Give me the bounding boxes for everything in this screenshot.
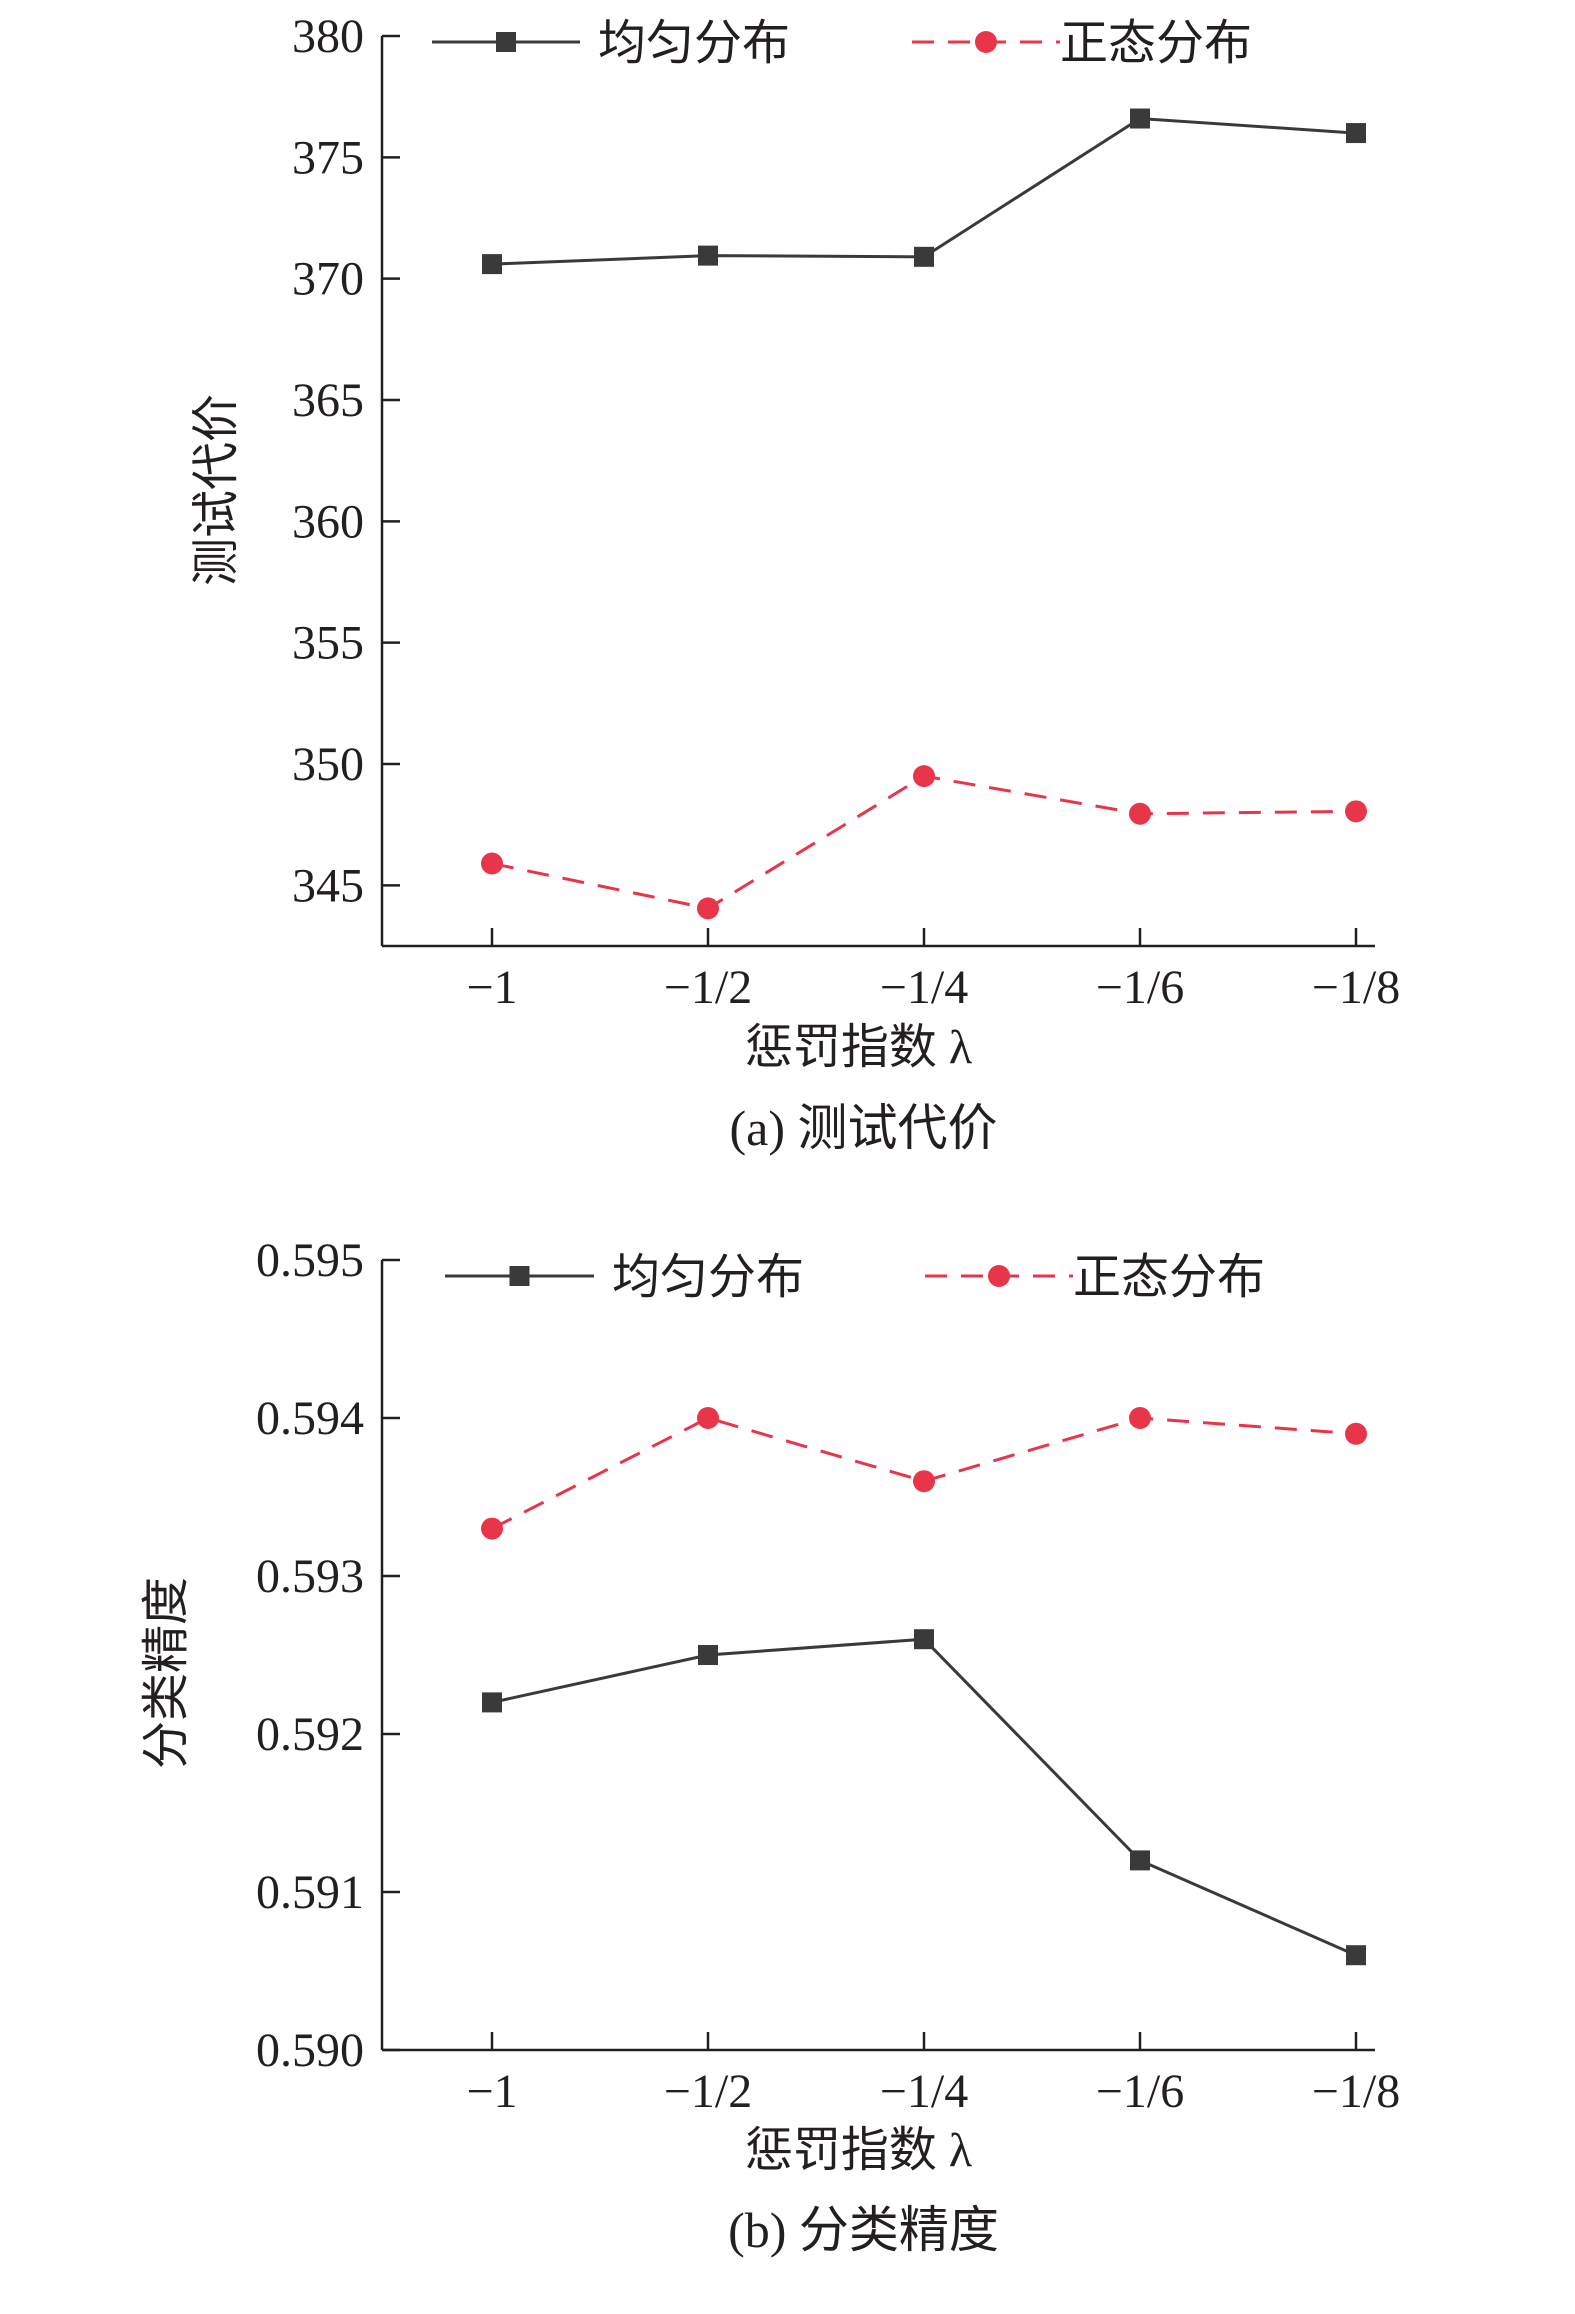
x-tick-label: −1/4 [880,2065,968,2118]
y-axis-title: 测试代价 [190,394,243,586]
legend-marker-square [509,1266,530,1286]
y-tick-label: 360 [292,495,364,548]
data-point-circle [913,1470,935,1493]
data-point-circle [697,1407,719,1429]
series-line-1 [491,774,1357,910]
data-point-circle [1345,800,1367,823]
y-tick-label: 0.590 [256,2024,364,2077]
legend-label: 正态分布 [1073,1251,1265,1304]
series-line-0 [491,116,1357,266]
y-tick-label: 365 [292,374,364,427]
chart-1: 0.590 0.591 0.592 0.593 0.594 0.595 −1 −1/2 −1/4… [140,1234,1400,2258]
x-tick-label: −1/2 [664,2065,752,2118]
series-line-1 [491,1416,1357,1530]
data-point-circle [1129,802,1151,825]
y-tick-label: 0.593 [256,1550,364,1603]
data-point-circle [697,897,719,920]
data-point-square [1130,1850,1150,1871]
data-point-circle [481,1517,503,1540]
x-tick-label: −1/4 [880,961,968,1014]
data-point-square [1346,123,1366,144]
y-tick-label: 345 [292,859,364,912]
legend-marker-circle [988,1265,1010,1287]
data-point-square [482,1692,502,1713]
y-axis-title: 分类精度 [140,1577,193,1769]
data-point-circle [1345,1422,1367,1445]
data-point-square [698,245,718,266]
y-tick-label: 350 [292,738,364,791]
legend-marker-circle [975,31,997,53]
chart-caption: (a) 测试代价 [730,1100,998,1156]
x-tick-label: −1/2 [664,961,752,1014]
data-point-circle [1129,1407,1151,1429]
y-tick-label: 0.595 [256,1234,364,1287]
data-point-square [1346,1945,1366,1966]
x-tick-label: −1 [466,961,517,1014]
data-point-square [482,254,502,275]
y-tick-label: 370 [292,253,364,306]
y-tick-label: 0.592 [256,1708,364,1761]
legend-marker-square [496,32,516,52]
y-tick-label: 355 [292,617,364,670]
x-tick-label: −1/6 [1096,961,1184,1014]
legend-label: 均匀分布 [598,17,790,70]
y-tick-label: 375 [292,131,364,184]
y-tick-label: 0.591 [256,1866,364,1919]
legend-label: 均匀分布 [612,1251,804,1304]
data-point-circle [481,852,503,875]
data-point-square [914,1629,934,1650]
y-tick-label: 0.594 [256,1392,364,1445]
chart-caption: (b) 分类精度 [728,2202,999,2258]
x-axis-title: 惩罚指数 λ [745,2124,973,2177]
legend-label: 正态分布 [1060,17,1252,70]
data-point-circle [913,765,935,788]
x-tick-label: −1/8 [1312,961,1400,1014]
chart-0: 345 350 355 360 365 370 375 380 −1 −1/2 −1/4 −1/6 −1… [190,10,1400,1156]
data-point-square [1130,108,1150,129]
y-tick-label: 380 [292,10,364,63]
series-line-0 [491,1637,1357,1957]
x-tick-label: −1/6 [1096,2065,1184,2118]
x-axis-title: 惩罚指数 λ [745,1021,973,1074]
data-point-square [698,1645,718,1665]
x-tick-label: −1 [466,2065,517,2118]
x-tick-label: −1/8 [1312,2065,1400,2118]
data-point-square [914,246,934,267]
